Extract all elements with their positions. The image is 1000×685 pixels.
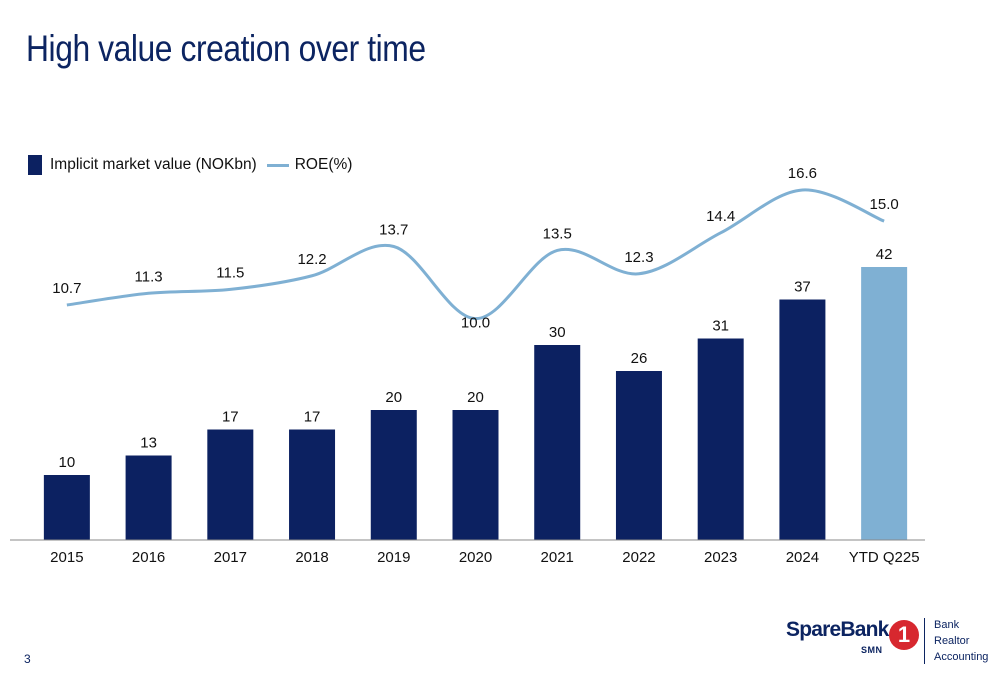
page-title: High value creation over time [26, 28, 426, 69]
x-tick-label: 2017 [214, 549, 247, 566]
bar-label: 13 [140, 435, 157, 452]
logo-list: Bank Realtor Accounting [934, 617, 988, 665]
roe-label: 16.6 [788, 165, 817, 182]
x-tick-label: 2016 [132, 549, 165, 566]
logo-one-icon: 1 [889, 620, 919, 650]
logo-item-accounting: Accounting [934, 651, 989, 663]
bar-2024 [779, 299, 826, 540]
logo-numeral: 1 [897, 622, 911, 647]
roe-label: 11.3 [135, 268, 163, 285]
x-tick-label: 2021 [541, 549, 574, 566]
bar-label: 10 [59, 454, 76, 471]
logo-item-bank: Bank [934, 619, 960, 631]
bar-label: 17 [304, 409, 321, 426]
bar-label: 31 [712, 318, 729, 335]
roe-label: 10.7 [52, 280, 81, 297]
roe-label: 13.5 [543, 225, 572, 242]
roe-label: 15.0 [870, 196, 899, 213]
bar-2019 [370, 410, 417, 540]
legend-bar-label: Implicit market value (NOKbn) [50, 156, 257, 173]
logo-wordmark: SpareBank [786, 618, 889, 641]
logo-item-realtor: Realtor [934, 635, 970, 647]
bar-2022 [615, 371, 662, 540]
bar-2021 [534, 345, 581, 540]
roe-label: 11.5 [216, 264, 244, 281]
x-tick-label: YTD Q225 [849, 549, 920, 566]
bar-ytd-q225 [861, 267, 908, 540]
sparebank-logo: SpareBank SMN 1 Bank Realtor Accounting [786, 618, 991, 666]
bar-2023 [697, 338, 744, 540]
bar-label: 20 [385, 389, 402, 406]
roe-label: 14.4 [706, 208, 735, 225]
roe-label: 12.2 [297, 251, 326, 268]
logo-sub: SMN [861, 645, 883, 655]
x-tick-label: 2018 [295, 549, 328, 566]
x-tick-label: 2023 [704, 549, 737, 566]
bar-2015 [43, 475, 90, 540]
bar-2017 [207, 429, 254, 540]
bar-label: 37 [794, 279, 811, 296]
bar-2018 [289, 429, 336, 540]
roe-label: 10.0 [461, 315, 490, 332]
x-tick-label: 2022 [622, 549, 655, 566]
bar-2020 [452, 410, 499, 540]
x-tick-label: 2015 [50, 549, 83, 566]
roe-line [66, 188, 885, 321]
bar-label: 20 [467, 389, 484, 406]
roe-label: 13.7 [379, 222, 408, 239]
bar-label: 42 [876, 246, 893, 263]
bar-label: 17 [222, 409, 239, 426]
page-number: 3 [24, 652, 31, 666]
bar-2016 [125, 455, 172, 540]
bar-label: 26 [631, 350, 648, 367]
legend-line-swatch [266, 163, 289, 167]
logo-divider [924, 618, 925, 664]
x-tick-label: 2019 [377, 549, 410, 566]
combo-chart: 1020151320161720171720182020192020203020… [10, 165, 925, 566]
x-tick-label: 2024 [786, 549, 819, 566]
roe-label: 12.3 [624, 249, 653, 266]
legend-line-label: ROE(%) [294, 156, 353, 173]
legend-bar-swatch [28, 155, 42, 175]
chart-legend: Implicit market value (NOKbn) ROE(%) [28, 155, 352, 175]
x-tick-label: 2020 [459, 549, 492, 566]
bar-label: 30 [549, 324, 566, 341]
